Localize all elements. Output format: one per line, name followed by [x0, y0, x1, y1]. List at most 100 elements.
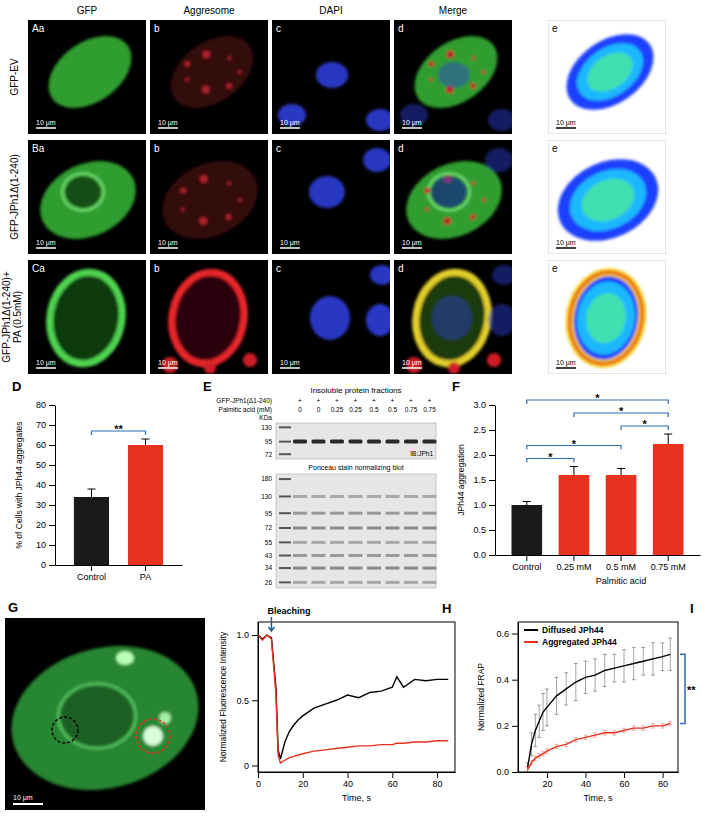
ponceau-band: [386, 581, 400, 584]
scale-bar: [36, 247, 56, 249]
tick-mark: [663, 772, 664, 778]
micrograph-background: [28, 260, 146, 374]
y-axis: 0.00.51.01.52.02.53.0: [473, 400, 495, 560]
tick: 0: [256, 772, 261, 789]
marker-label: 43: [265, 552, 273, 559]
micrograph-art: [552, 20, 666, 126]
protein-band: [349, 440, 363, 444]
micrograph-art: [185, 78, 189, 82]
micrograph-art: [278, 104, 306, 126]
micrograph: e10 μm: [548, 18, 668, 134]
micrograph-art: [424, 187, 430, 193]
ponceau-band: [423, 541, 437, 544]
micrograph-image: [394, 260, 512, 374]
micrograph: e10 μm: [544, 140, 671, 256]
x-axis-title: Time, s: [583, 793, 613, 803]
scale-bar: [36, 127, 56, 129]
tick: Control: [512, 555, 541, 572]
column-header: Aggresome: [183, 5, 235, 16]
micrograph-image: [548, 20, 666, 134]
tick: 0.2: [496, 721, 518, 731]
ponceau-band: [349, 527, 363, 530]
protein-band: [404, 440, 418, 444]
micrograph-art: [575, 170, 642, 229]
tick-mark: [585, 772, 586, 778]
ponceau-band: [330, 581, 344, 584]
tick-label: 20: [298, 779, 308, 789]
tick-mark: [49, 465, 55, 466]
scale-bar: [280, 127, 300, 129]
panel-letter: Ca: [32, 263, 45, 274]
axis-line: [519, 772, 679, 773]
ponceau-band: [423, 495, 437, 498]
tick-label: 40: [36, 480, 46, 490]
micrograph-art: [488, 109, 512, 131]
micrograph-art: [278, 62, 390, 131]
ponceau-band: [293, 581, 307, 584]
panel-letter: Ba: [32, 143, 45, 154]
row-label: GFP-EV: [9, 58, 20, 96]
scale-bar: [556, 247, 576, 249]
panel-letter: H: [442, 601, 451, 616]
panel-letter: c: [276, 263, 281, 274]
micrograph-art: [448, 362, 460, 374]
micrograph-art: [157, 21, 267, 123]
scale-bar: [556, 367, 576, 369]
blot-lane-label: 0.25: [349, 406, 362, 413]
ponceau-band: [349, 541, 363, 544]
micrograph-image: [394, 20, 512, 134]
ladder-band: [279, 426, 291, 428]
micrograph-art: [180, 187, 186, 193]
tick: 60: [388, 772, 398, 789]
micrograph-art: [150, 146, 268, 254]
marker-label: 95: [265, 438, 273, 445]
marker-label: 26: [265, 579, 273, 586]
tick-mark: [512, 772, 518, 773]
tick-label: 1.0: [473, 500, 486, 510]
tick: 0.75 mM: [651, 555, 686, 572]
tick-mark: [526, 555, 527, 561]
micrograph-art: [184, 61, 190, 67]
scale-bar-label: 10 μm: [158, 359, 178, 367]
panel-letter: e: [552, 143, 558, 154]
blot-row-label: Palmitic acid (mM): [219, 406, 272, 414]
panel-letter: I: [690, 601, 694, 616]
ponceau-band: [367, 541, 381, 544]
micrograph-image: [272, 20, 390, 134]
micrograph-art: [43, 266, 130, 369]
legend-swatch: [524, 629, 538, 631]
axis-line: [55, 406, 56, 566]
micrograph-art: [238, 198, 242, 202]
micrograph-background: [272, 140, 390, 254]
tick: 0.0: [473, 550, 495, 560]
micrograph-art: [143, 726, 163, 746]
blot-lane-label: 0.75: [405, 406, 418, 413]
micrograph: c10 μm: [272, 260, 394, 374]
scale-bar: [158, 247, 178, 249]
micrograph-art: [309, 148, 390, 208]
column-header: DAPI: [319, 5, 342, 16]
tick-mark: [145, 565, 146, 571]
bar: [511, 505, 542, 555]
tick-label: 20: [542, 779, 552, 789]
tick: PA: [140, 565, 151, 582]
row-label-line: GFP-JPh1Δ(1-240)+: [1, 271, 12, 363]
micrograph-art: [162, 266, 257, 374]
marker-label: 130: [261, 493, 272, 500]
tick-label: 0.6: [496, 629, 509, 639]
scale-bar-label: 10 μm: [36, 239, 56, 247]
ponceau-band: [330, 512, 344, 515]
micrograph-image: [548, 260, 666, 374]
tick-mark: [392, 772, 393, 778]
tick: 70: [36, 420, 55, 430]
tick-label: 3.0: [473, 400, 486, 410]
micrograph-art: [482, 70, 486, 74]
significance-label: *: [548, 451, 553, 463]
micrograph-art: [485, 148, 512, 172]
ponceau-band: [404, 495, 418, 498]
ponceau-band: [312, 581, 326, 584]
tick-label: PA: [140, 572, 151, 582]
micrograph-background: [548, 20, 666, 134]
micrograph: b10 μm: [150, 260, 268, 374]
ponceau-band: [404, 581, 418, 584]
